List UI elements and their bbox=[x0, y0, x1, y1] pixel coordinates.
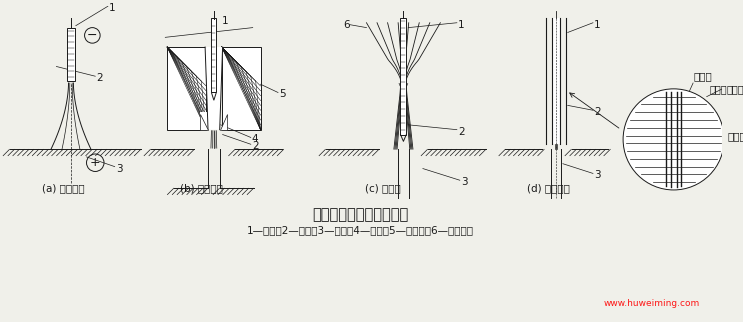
Text: 电流线: 电流线 bbox=[727, 131, 743, 141]
Bar bbox=[400, 18, 406, 135]
Text: 5: 5 bbox=[279, 89, 285, 99]
Circle shape bbox=[623, 89, 724, 190]
Text: −: − bbox=[87, 29, 97, 42]
Text: (c) 热压缩: (c) 热压缩 bbox=[365, 183, 400, 193]
Text: 2: 2 bbox=[458, 127, 464, 137]
Text: +: + bbox=[90, 156, 100, 169]
Text: (a) 自由电弧: (a) 自由电弧 bbox=[42, 183, 85, 193]
Text: 1—钨极；2—电弧；3—工件；4—细孔；5—冷却水；6—冷却气体: 1—钨极；2—电弧；3—工件；4—细孔；5—冷却水；6—冷却气体 bbox=[247, 225, 474, 235]
Text: 作用力: 作用力 bbox=[710, 84, 727, 94]
Polygon shape bbox=[205, 47, 223, 130]
Text: 3: 3 bbox=[594, 170, 600, 180]
Polygon shape bbox=[220, 114, 227, 130]
Polygon shape bbox=[201, 112, 208, 130]
Text: 2: 2 bbox=[97, 73, 103, 83]
Text: 3: 3 bbox=[116, 164, 123, 174]
Bar bbox=[212, 18, 216, 92]
Bar bbox=[221, 47, 261, 130]
Text: (d) 电磁压缩: (d) 电磁压缩 bbox=[527, 183, 570, 193]
Text: 1: 1 bbox=[458, 20, 464, 30]
Polygon shape bbox=[212, 92, 216, 100]
Text: 1: 1 bbox=[109, 3, 115, 13]
Text: 2: 2 bbox=[252, 141, 259, 151]
Text: 产生等离子弧的压缩效应: 产生等离子弧的压缩效应 bbox=[313, 207, 409, 223]
Text: (b) 机械压缩: (b) 机械压缩 bbox=[180, 183, 223, 193]
Text: 2: 2 bbox=[594, 107, 600, 117]
Text: www.huweiming.com: www.huweiming.com bbox=[603, 298, 700, 308]
Bar bbox=[67, 28, 75, 81]
Text: 4: 4 bbox=[252, 134, 259, 144]
Text: 1: 1 bbox=[594, 20, 600, 30]
Text: 3: 3 bbox=[461, 177, 467, 187]
Bar bbox=[167, 47, 206, 130]
Bar bbox=[552, 18, 560, 144]
Polygon shape bbox=[201, 114, 208, 130]
Text: 作用力: 作用力 bbox=[693, 71, 712, 81]
Text: 电流线: 电流线 bbox=[685, 129, 703, 139]
Text: 作用力: 作用力 bbox=[726, 84, 743, 94]
Text: 1: 1 bbox=[221, 16, 228, 26]
Text: 6: 6 bbox=[343, 20, 350, 30]
